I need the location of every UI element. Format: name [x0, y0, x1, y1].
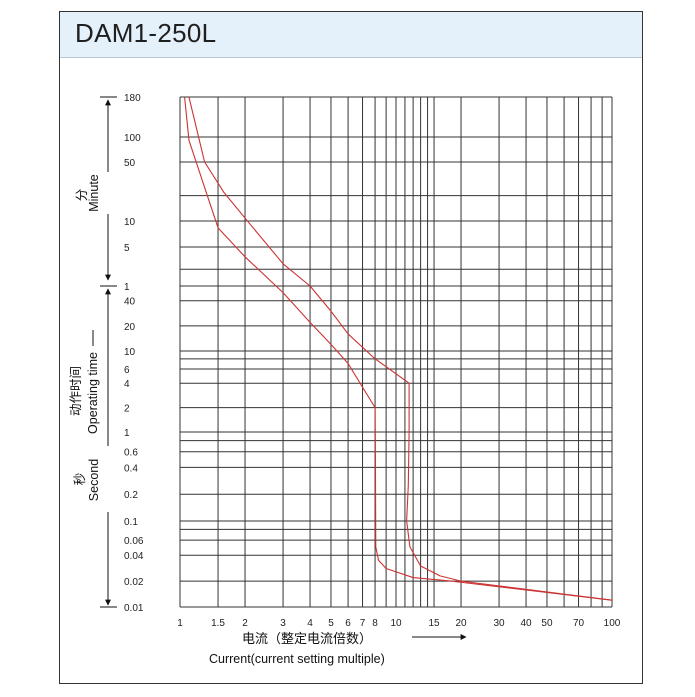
x-tick-label: 8 [372, 618, 378, 629]
second-label-cn: 秒 [72, 473, 87, 486]
y-tick-label: 4 [124, 379, 130, 390]
y-tick-label: 180 [124, 93, 141, 104]
y-tick-label: 0.02 [124, 577, 144, 588]
x-tick-label: 70 [573, 618, 585, 629]
y-tick-label: 50 [124, 158, 136, 169]
y-tick-label: 0.04 [124, 551, 144, 562]
x-tick-label: 3 [280, 618, 286, 629]
x-tick-label: 40 [520, 618, 532, 629]
y-tick-label: 0.6 [124, 448, 138, 459]
x-tick-label: 15 [428, 618, 440, 629]
y-tick-label: 1 [124, 282, 130, 293]
x-tick-label: 10 [390, 618, 402, 629]
y-tick-label: 40 [124, 297, 136, 308]
trip-curves [184, 96, 613, 601]
y-tick-label: 1 [124, 428, 130, 439]
y-tick-label: 20 [124, 322, 136, 333]
x-tick-label: 50 [541, 618, 553, 629]
minute-label-cn: 分 [74, 189, 89, 202]
y-tick-label: 0.1 [124, 517, 138, 528]
tick-labels: 1 1.5 2 3 4 5 6 7 8 10 15 20 30 40 50 70 100180100501051… [124, 93, 621, 629]
second-label-en: Second [87, 459, 101, 501]
y-tick-label: 100 [124, 133, 141, 144]
x-tick-label: 7 [360, 618, 366, 629]
y-tick-label: 10 [124, 347, 136, 358]
minute-label-en: Minute [87, 174, 101, 212]
x-tick-label: 5 [328, 618, 334, 629]
y-tick-label: 0.06 [124, 536, 144, 547]
x-tick-label: 4 [307, 618, 313, 629]
trip-curve-2 [188, 96, 613, 601]
x-tick-label: 30 [493, 618, 505, 629]
y-tick-label: 10 [124, 217, 136, 228]
title-bar: DAM1-250L [60, 12, 642, 58]
chart-frame: DAM1-250L [59, 11, 643, 684]
trip-curve-1 [184, 96, 613, 601]
x-axis-label-cn: 电流（整定电流倍数） [242, 632, 372, 647]
x-tick-label: 1.5 [211, 618, 225, 629]
x-tick-label: 2 [242, 618, 248, 629]
y-tick-label: 0.4 [124, 463, 138, 474]
grid [179, 96, 613, 608]
x-tick-label: 6 [345, 618, 351, 629]
y-tick-label: 2 [124, 404, 130, 415]
y-tick-label: 5 [124, 243, 130, 254]
operating-label-cn: 动作时间 [68, 366, 83, 416]
axis-labels: 电流（整定电流倍数） Current(current setting multi… [68, 96, 467, 666]
x-tick-label: 100 [604, 618, 621, 629]
operating-label-en: Operating time [86, 352, 100, 434]
x-tick-label: 1 [177, 618, 183, 629]
y-tick-label: 0.01 [124, 603, 144, 614]
chart-title: DAM1-250L [75, 18, 217, 48]
x-axis-label-en: Current(current setting multiple) [209, 652, 385, 666]
y-tick-label: 6 [124, 365, 130, 376]
y-tick-label: 0.2 [124, 490, 138, 501]
x-tick-label: 20 [455, 618, 467, 629]
